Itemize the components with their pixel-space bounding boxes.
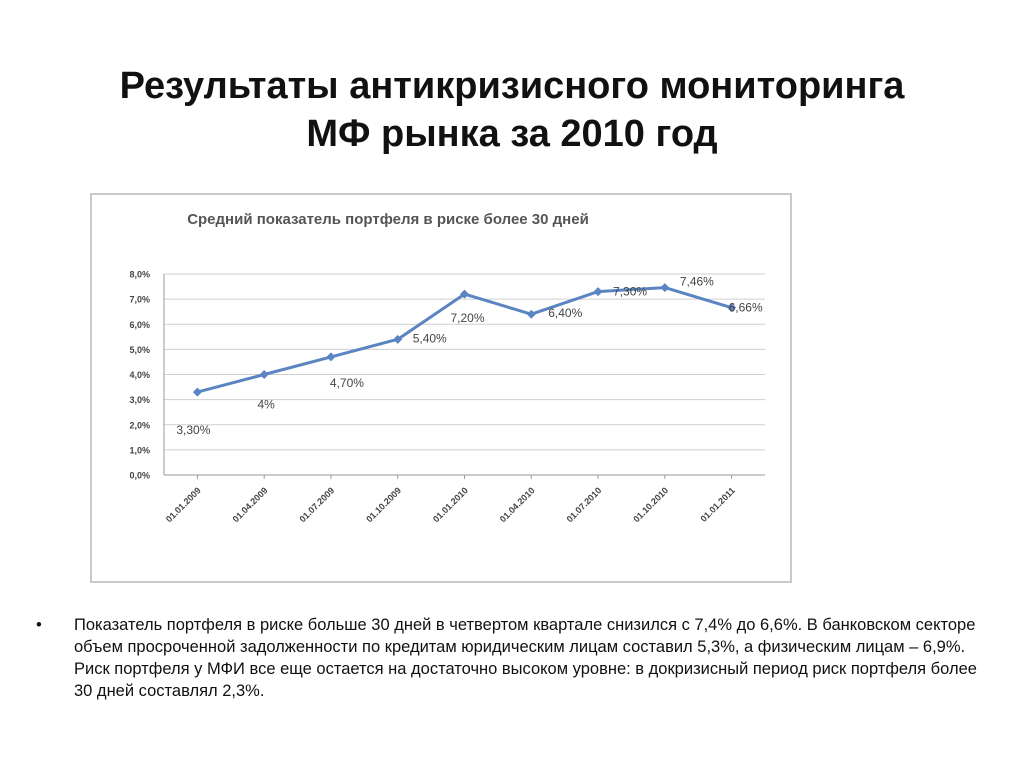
y-tick-label: 4,0% (129, 370, 150, 380)
data-point-marker (460, 289, 469, 299)
data-point-marker (259, 370, 269, 379)
data-point-marker (192, 387, 202, 397)
x-tick-label: 01.10.2009 (364, 485, 403, 524)
data-point-marker (326, 352, 336, 362)
data-label: 4,70% (330, 376, 364, 390)
line-chart: Средний показатель портфеля в риске боле… (129, 211, 765, 524)
x-tick-label: 01.04.2010 (498, 485, 537, 524)
y-tick-label: 3,0% (129, 395, 150, 405)
bullet-marker: • (36, 616, 42, 634)
data-label: 5,40% (413, 331, 447, 345)
data-label: 7,46% (680, 275, 714, 289)
data-point-marker (727, 303, 737, 313)
y-tick-label: 6,0% (129, 320, 150, 330)
bullet-text: Показатель портфеля в риске больше 30 дн… (74, 616, 977, 700)
data-label: 7,30% (613, 285, 647, 299)
y-tick-label: 8,0% (129, 270, 150, 280)
data-label: 6,66% (729, 301, 763, 315)
x-tick-label: 01.01.2010 (431, 485, 470, 524)
data-point-marker (593, 287, 603, 297)
x-tick-label: 01.10.2010 (631, 485, 670, 524)
x-tick-label: 01.01.2011 (698, 485, 737, 524)
x-tick-label: 01.07.2009 (297, 485, 336, 524)
slide-title: Результаты антикризисного мониторинга МФ… (40, 62, 984, 158)
data-label: 6,40% (548, 306, 582, 320)
x-tick-label: 01.04.2009 (231, 485, 270, 524)
slide-title-line-2: МФ рынка за 2010 год (306, 113, 718, 155)
data-label: 4% (257, 398, 275, 412)
data-point-marker (660, 283, 670, 293)
slide-title-line-1: Результаты антикризисного мониторинга (119, 65, 905, 107)
series-line (197, 286, 733, 394)
data-label: 3,30% (176, 423, 210, 437)
y-tick-label: 2,0% (129, 420, 150, 430)
data-point-marker (393, 334, 403, 344)
y-tick-label: 1,0% (129, 445, 150, 455)
x-tick-label: 01.01.2009 (164, 485, 203, 524)
chart-title: Средний показатель портфеля в риске боле… (187, 211, 589, 228)
y-tick-label: 5,0% (129, 345, 150, 355)
x-tick-label: 01.07.2010 (565, 485, 604, 524)
data-point-marker (526, 309, 536, 319)
chart-frame: Средний показатель портфеля в риске боле… (90, 193, 792, 583)
y-tick-label: 0,0% (129, 471, 150, 481)
y-tick-label: 7,0% (129, 295, 150, 305)
data-label: 7,20% (450, 311, 484, 325)
